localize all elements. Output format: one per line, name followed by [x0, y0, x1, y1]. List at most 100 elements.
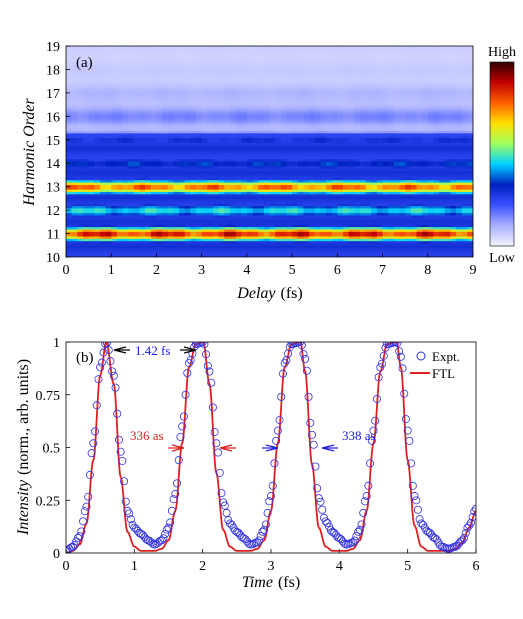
heatmap-cell [201, 165, 208, 169]
heatmap-cell [66, 203, 73, 207]
heatmap-cell [365, 165, 372, 169]
heatmap-cell [212, 219, 220, 223]
heatmap-cell [286, 109, 293, 113]
heatmap-cell [241, 196, 248, 199]
heatmap-cell [207, 233, 214, 237]
heatmap-cell [456, 99, 463, 103]
heatmap-cell [286, 167, 293, 171]
heatmap-cell [399, 238, 406, 242]
heatmap-cell [241, 221, 248, 225]
heatmap-cell [422, 104, 429, 108]
heatmap-cell [467, 113, 473, 117]
heatmap-cell [286, 205, 293, 209]
heatmap-cell [150, 226, 158, 230]
heatmap-cell [201, 111, 208, 115]
heatmap-cell [162, 254, 169, 257]
heatmap-cell [382, 165, 389, 169]
heatmap-cell [337, 125, 344, 129]
heatmap-cell [326, 102, 333, 106]
heatmap-cell [359, 116, 367, 120]
heatmap-cell [190, 104, 197, 108]
heatmap-cell [263, 254, 271, 257]
heatmap-cell [371, 221, 378, 225]
heatmap-cell [111, 191, 118, 195]
heatmap-cell [348, 163, 355, 167]
heatmap-cell [235, 198, 242, 202]
heatmap-cell [354, 212, 361, 216]
heatmap-cell [309, 224, 316, 228]
heatmap-cell [280, 102, 288, 106]
heatmap-cell [320, 135, 327, 139]
heatmap-cell [422, 214, 429, 218]
heatmap-cell [337, 99, 344, 103]
heatmap-cell [229, 97, 237, 101]
heatmap-cell [66, 210, 73, 214]
heatmap-cell [224, 217, 231, 221]
heatmap-cell [145, 254, 152, 257]
heatmap-cell [382, 214, 389, 218]
heatmap-cell [444, 153, 451, 157]
heatmap-cell [427, 205, 435, 209]
heatmap-cell [393, 217, 401, 221]
heatmap-cell [94, 165, 101, 169]
heatmap-cell [241, 240, 248, 244]
heatmap-cell [263, 146, 271, 150]
heatmap-cell [359, 221, 367, 225]
heatmap-cell [382, 212, 389, 216]
heatmap-cell [439, 203, 446, 207]
heatmap-cell [196, 92, 203, 96]
heatmap-cell [184, 210, 191, 214]
heatmap-cell [71, 231, 78, 235]
heatmap-cell [258, 135, 265, 139]
heatmap-cell [122, 158, 129, 162]
heatmap-cell [399, 104, 406, 108]
heatmap-cell [405, 111, 412, 115]
heatmap-cell [139, 210, 146, 214]
heatmap-cell [235, 205, 242, 209]
heatmap-cell [212, 247, 220, 251]
heatmap-cell [382, 196, 389, 199]
heatmap-cell [359, 242, 367, 246]
heatmap-cell [365, 95, 372, 99]
heatmap-cell [77, 125, 84, 129]
heatmap-cell [422, 198, 429, 202]
heatmap-cell [201, 249, 208, 253]
heatmap-cell [371, 156, 378, 160]
heatmap-cell [450, 99, 457, 103]
heatmap-cell [128, 226, 135, 230]
heatmap-cell [196, 189, 203, 192]
heatmap-cell [269, 207, 276, 211]
heatmap-cell [371, 233, 378, 237]
heatmap-cell [235, 156, 242, 160]
heatmap-cell [128, 165, 135, 169]
heatmap-cell [303, 116, 310, 120]
heatmap-cell [224, 144, 231, 148]
heatmap-cell [224, 196, 231, 199]
heatmap-cell [162, 163, 169, 167]
heatmap-cell [354, 214, 361, 218]
heatmap-cell [71, 221, 78, 225]
heatmap-cell [263, 186, 271, 190]
heatmap-cell [410, 228, 418, 232]
heatmap-cell [348, 104, 355, 108]
heatmap-cell [122, 189, 129, 192]
heatmap-cell [218, 146, 225, 150]
heatmap-cell [116, 102, 124, 106]
heatmap-cell [354, 196, 361, 199]
heatmap-cell [184, 249, 191, 253]
heatmap-cell [133, 210, 141, 214]
heatmap-cell [320, 203, 327, 207]
heatmap-cell [184, 245, 191, 249]
heatmap-cell [444, 97, 451, 101]
heatmap-cell [88, 252, 95, 256]
heatmap-cell [201, 207, 208, 211]
heatmap-cell [444, 233, 451, 237]
heatmap-cell [167, 137, 174, 141]
heatmap-cell [337, 137, 344, 141]
heatmap-cell [246, 252, 254, 256]
heatmap-cell [314, 214, 321, 218]
heatmap-cell [461, 146, 468, 150]
heatmap-cell [258, 137, 265, 141]
heatmap-cell [139, 146, 146, 150]
heatmap-cell [371, 228, 378, 232]
